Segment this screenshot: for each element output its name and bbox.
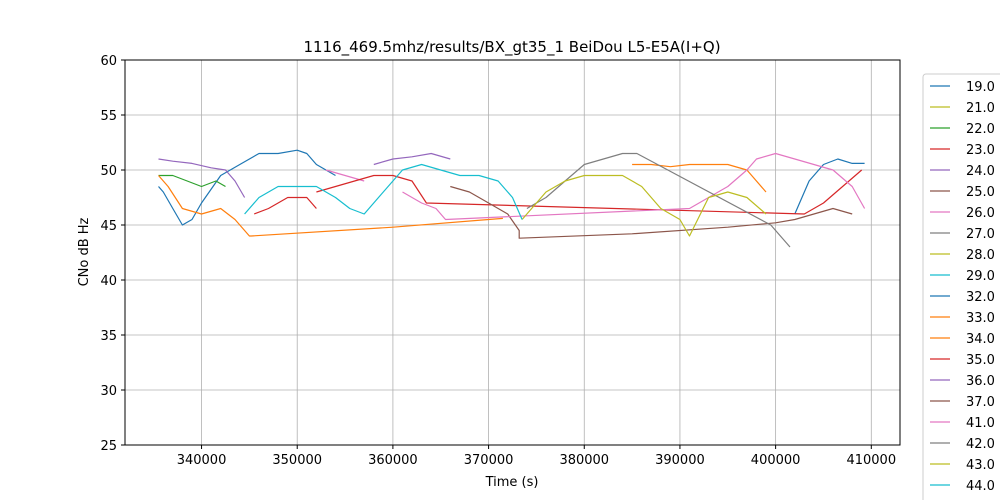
legend-label: 32.0 bbox=[966, 290, 995, 305]
series-line-34.0 bbox=[632, 163, 767, 193]
legend-label: 19.0 bbox=[966, 80, 995, 95]
series-line-33.0 bbox=[158, 175, 503, 237]
series-line-26.0 bbox=[325, 169, 365, 182]
legend-label: 37.0 bbox=[966, 395, 995, 410]
series-line-24.0 bbox=[158, 158, 246, 198]
legend-label: 44.0 bbox=[966, 479, 995, 494]
legend-label: 24.0 bbox=[966, 164, 995, 179]
x-tick-label: 390000 bbox=[655, 453, 705, 468]
y-tick-label: 35 bbox=[100, 329, 117, 344]
y-tick-label: 45 bbox=[100, 219, 117, 234]
y-tick-label: 50 bbox=[100, 164, 117, 179]
legend-label: 22.0 bbox=[966, 122, 995, 137]
x-tick-label: 340000 bbox=[177, 453, 227, 468]
chart-title: 1116_469.5mhz/results/BX_gt35_1 BeiDou L… bbox=[303, 38, 720, 57]
series-line-37.0 bbox=[450, 185, 853, 239]
y-tick-label: 55 bbox=[100, 109, 117, 124]
legend-label: 35.0 bbox=[966, 353, 995, 368]
series-line-43.0 bbox=[521, 174, 767, 237]
x-axis-ticks: 340000 350000 360000 370000 380000 390000 4000… bbox=[177, 445, 896, 468]
x-tick-label: 380000 bbox=[559, 453, 609, 468]
plot-lines bbox=[158, 149, 866, 248]
y-axis-label: CNo dB Hz bbox=[77, 217, 92, 286]
series-line-42.0 bbox=[526, 152, 791, 248]
series-line-35.0 bbox=[316, 169, 863, 215]
legend-label: 21.0 bbox=[966, 101, 995, 116]
y-tick-label: 30 bbox=[100, 384, 117, 399]
series-line-44.0 bbox=[244, 163, 523, 220]
legend-label: 42.0 bbox=[966, 437, 995, 452]
series-line-23.0 bbox=[253, 196, 317, 215]
y-tick-label: 25 bbox=[100, 439, 117, 454]
legend-label: 43.0 bbox=[966, 458, 995, 473]
legend-label: 41.0 bbox=[966, 416, 995, 431]
series-line-19.0 bbox=[158, 149, 336, 226]
plot-area bbox=[125, 60, 900, 445]
legend-box bbox=[922, 73, 1000, 500]
y-tick-label: 40 bbox=[100, 274, 117, 289]
legend-label: 34.0 bbox=[966, 332, 995, 347]
y-axis-ticks: 25 30 35 40 45 50 55 60 bbox=[100, 54, 125, 454]
y-tick-label: 60 bbox=[100, 54, 117, 69]
series-line-22.0 bbox=[158, 174, 226, 188]
legend-label: 33.0 bbox=[966, 311, 995, 326]
plot-frame bbox=[124, 59, 901, 446]
legend-label: 25.0 bbox=[966, 185, 995, 200]
series-line-36.0 bbox=[373, 152, 451, 166]
x-tick-label: 410000 bbox=[846, 453, 896, 468]
legend-label: 36.0 bbox=[966, 374, 995, 389]
x-axis-label: Time (s) bbox=[485, 475, 539, 490]
series-line-41.0 bbox=[402, 152, 866, 221]
x-tick-label: 400000 bbox=[751, 453, 801, 468]
legend-label: 26.0 bbox=[966, 206, 995, 221]
legend-label: 23.0 bbox=[966, 143, 995, 158]
legend: 19.0 21.0 22.0 23.0 24.0 25.0 26.0 27.0 28.0 29.0… bbox=[922, 73, 1000, 500]
x-tick-label: 370000 bbox=[464, 453, 514, 468]
legend-label: 27.0 bbox=[966, 227, 995, 242]
x-tick-label: 360000 bbox=[368, 453, 418, 468]
series-line-32.0 bbox=[794, 158, 865, 215]
legend-label: 29.0 bbox=[966, 269, 995, 284]
x-tick-label: 350000 bbox=[272, 453, 322, 468]
legend-label: 28.0 bbox=[966, 248, 995, 263]
